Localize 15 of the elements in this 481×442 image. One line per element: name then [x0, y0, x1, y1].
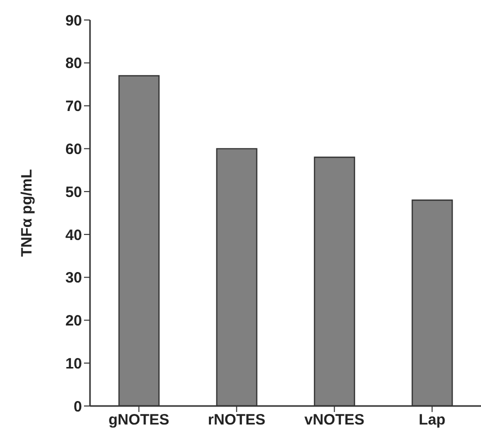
y-tick-label: 0	[74, 398, 82, 416]
x-tick-label: vNOTES	[304, 412, 364, 429]
y-tick-label: 70	[65, 98, 82, 116]
y-tick-label: 40	[65, 226, 82, 244]
x-tick-label: gNOTES	[108, 412, 170, 429]
y-axis-title: TNFα pg/mL	[18, 169, 36, 257]
y-tick-label: 90	[65, 12, 82, 30]
y-tick-label: 80	[65, 55, 82, 72]
y-tick-label: 60	[65, 140, 82, 158]
y-tick-label: 20	[65, 312, 82, 330]
y-tick-label: 10	[65, 355, 82, 372]
y-tick-label: 50	[65, 184, 82, 201]
x-tick-label: rNOTES	[208, 412, 266, 429]
y-tick-label: 30	[65, 270, 82, 287]
x-tick-label: Lap	[418, 412, 446, 429]
